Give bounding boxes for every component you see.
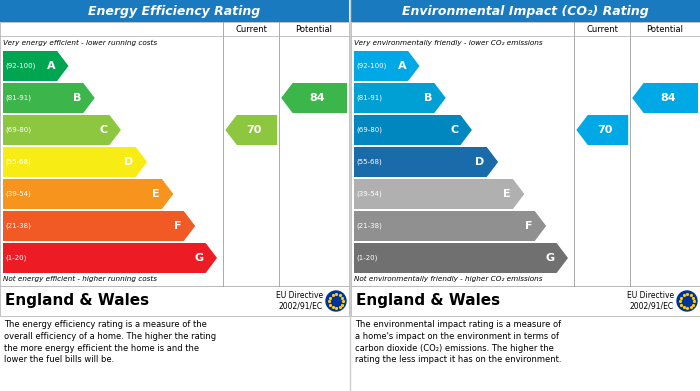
Polygon shape (3, 83, 94, 113)
Polygon shape (3, 51, 69, 81)
Text: Very energy efficient - lower running costs: Very energy efficient - lower running co… (3, 40, 157, 46)
Text: (39-54): (39-54) (356, 191, 382, 197)
Text: 70: 70 (246, 125, 262, 135)
Text: (21-38): (21-38) (5, 223, 31, 229)
Text: G: G (545, 253, 554, 263)
Text: A: A (46, 61, 55, 71)
Circle shape (326, 291, 346, 311)
Polygon shape (354, 211, 546, 241)
Bar (351, 0, 700, 22)
Text: B: B (73, 93, 81, 103)
Text: (81-91): (81-91) (5, 95, 31, 101)
Text: Potential: Potential (295, 25, 332, 34)
Text: The environmental impact rating is a measure of
a home's impact on the environme: The environmental impact rating is a mea… (355, 320, 561, 364)
Circle shape (677, 291, 697, 311)
Text: C: C (450, 125, 459, 135)
Text: A: A (398, 61, 406, 71)
Polygon shape (3, 115, 121, 145)
Polygon shape (225, 115, 277, 145)
Text: (69-80): (69-80) (5, 127, 31, 133)
Text: F: F (525, 221, 533, 231)
Text: E: E (153, 189, 160, 199)
Polygon shape (3, 243, 217, 273)
Text: Very environmentally friendly - lower CO₂ emissions: Very environmentally friendly - lower CO… (354, 40, 542, 46)
Polygon shape (354, 51, 419, 81)
Bar (351, 286, 700, 316)
Text: 2002/91/EC: 2002/91/EC (630, 301, 674, 310)
Text: (1-20): (1-20) (356, 255, 377, 261)
Text: Current: Current (235, 25, 267, 34)
Text: Current: Current (587, 25, 618, 34)
Polygon shape (576, 115, 628, 145)
Text: (39-54): (39-54) (5, 191, 31, 197)
Polygon shape (354, 147, 498, 177)
Bar (0, 0, 349, 22)
Text: Potential: Potential (647, 25, 684, 34)
Text: E: E (503, 189, 511, 199)
Polygon shape (354, 83, 446, 113)
Text: Not energy efficient - higher running costs: Not energy efficient - higher running co… (3, 276, 157, 282)
Text: 84: 84 (661, 93, 676, 103)
Text: 84: 84 (309, 93, 326, 103)
Bar (0, 286, 349, 316)
Text: (55-68): (55-68) (5, 159, 31, 165)
Polygon shape (281, 83, 347, 113)
Text: Energy Efficiency Rating: Energy Efficiency Rating (88, 5, 260, 18)
Text: Not environmentally friendly - higher CO₂ emissions: Not environmentally friendly - higher CO… (354, 276, 542, 282)
Text: B: B (424, 93, 433, 103)
Polygon shape (3, 211, 195, 241)
Text: D: D (475, 157, 484, 167)
Polygon shape (632, 83, 698, 113)
Text: (81-91): (81-91) (356, 95, 382, 101)
Text: D: D (125, 157, 134, 167)
Text: G: G (195, 253, 204, 263)
Text: (69-80): (69-80) (356, 127, 382, 133)
Text: England & Wales: England & Wales (356, 294, 500, 308)
Bar (351, 22, 700, 286)
Text: (92-100): (92-100) (356, 63, 386, 69)
Text: England & Wales: England & Wales (5, 294, 149, 308)
Text: The energy efficiency rating is a measure of the
overall efficiency of a home. T: The energy efficiency rating is a measur… (4, 320, 216, 364)
Text: EU Directive: EU Directive (627, 292, 674, 301)
Text: (21-38): (21-38) (356, 223, 382, 229)
Text: 2002/91/EC: 2002/91/EC (279, 301, 323, 310)
Text: (55-68): (55-68) (356, 159, 382, 165)
Text: (1-20): (1-20) (5, 255, 27, 261)
Polygon shape (3, 179, 174, 209)
Text: EU Directive: EU Directive (276, 292, 323, 301)
Text: 70: 70 (597, 125, 612, 135)
Text: (92-100): (92-100) (5, 63, 36, 69)
Polygon shape (354, 115, 472, 145)
Text: C: C (99, 125, 108, 135)
Polygon shape (3, 147, 147, 177)
Text: Environmental Impact (CO₂) Rating: Environmental Impact (CO₂) Rating (402, 5, 649, 18)
Polygon shape (354, 179, 524, 209)
Text: F: F (174, 221, 182, 231)
Polygon shape (354, 243, 568, 273)
Bar (0, 22, 349, 286)
